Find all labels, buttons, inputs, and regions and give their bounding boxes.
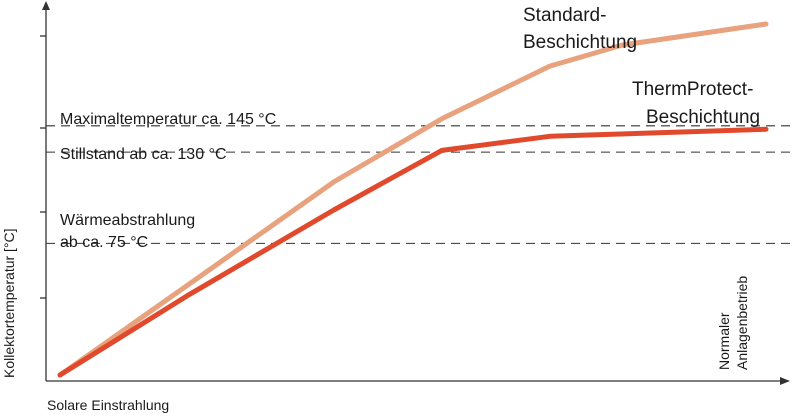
y-axis-label: Kollektortemperatur [°C] [1, 228, 17, 378]
x-axis-arrow [780, 377, 790, 385]
chart-axes [40, 1, 790, 385]
normal-operation-annotation: Normaler Anlagenbetrieb [716, 276, 750, 370]
reference-label-3-line-1: Wärmeabstrahlung [60, 212, 195, 229]
x-axis-label: Solare Einstrahlung [47, 397, 169, 413]
reference-label-1-line-1: Maximaltemperatur ca. 145 °C [60, 111, 276, 128]
series-lines [57, 21, 769, 378]
series-labels: Standard- Beschichtung ThermProtect- Bes… [523, 5, 760, 128]
series-line-standard [57, 21, 769, 378]
reference-label-3-line-2: ab ca. 75 °C [60, 234, 148, 251]
reference-lines: Maximaltemperatur ca. 145 °C Stillstand a… [46, 111, 790, 251]
y-axis-arrow [42, 1, 50, 10]
series-label-thermprotect-line2: Beschichtung [646, 107, 760, 128]
series-label-standard-line1: Standard- [523, 5, 606, 26]
annotation-normal-line1: Normaler [716, 312, 732, 370]
axis-titles: Solare Einstrahlung Kollektortemperatur … [1, 228, 169, 413]
annotation-normal-line2: Anlagenbetrieb [734, 276, 750, 370]
series-label-standard-line2: Beschichtung [523, 32, 637, 53]
reference-label-2-line-1: Stillstand ab ca. 130 °C [60, 146, 227, 163]
series-label-thermprotect-line1: ThermProtect- [632, 79, 753, 100]
series-line-thermprotect [57, 126, 769, 378]
